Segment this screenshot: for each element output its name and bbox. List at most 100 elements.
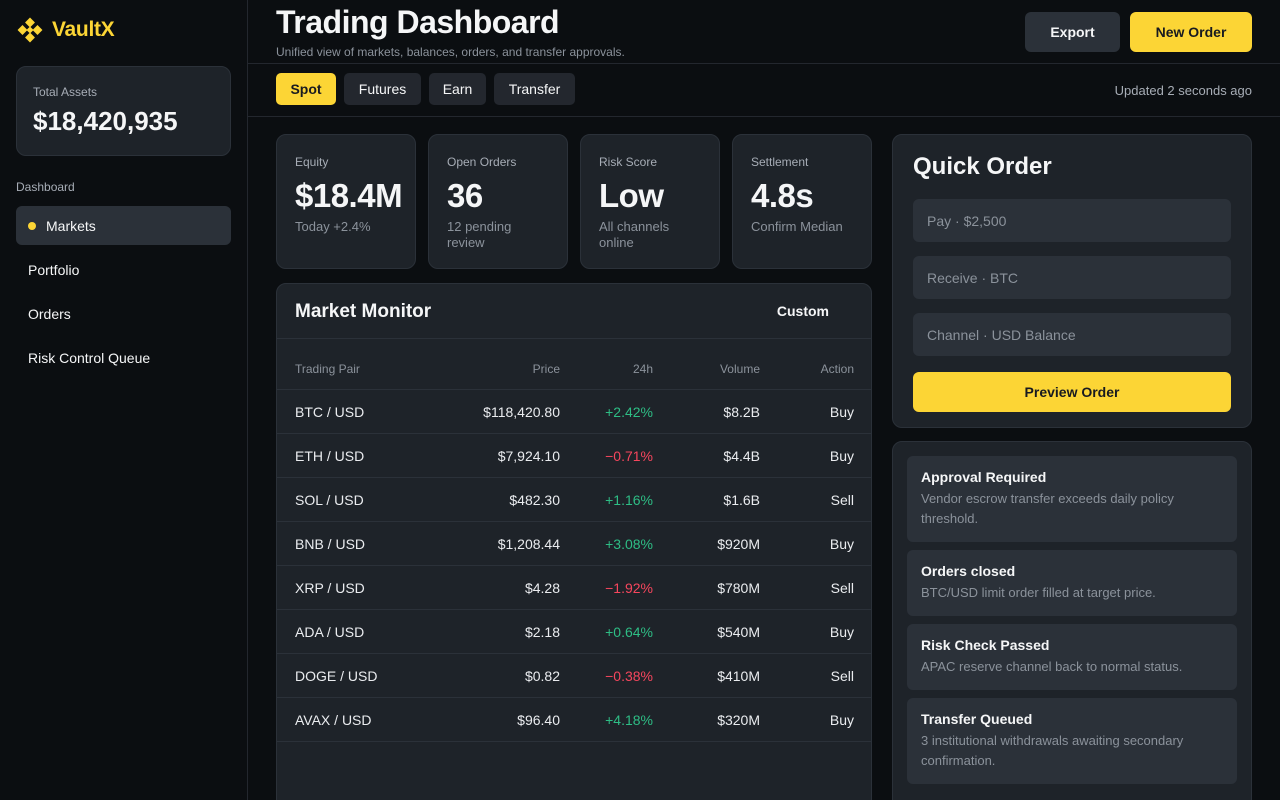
stat-label: Open Orders <box>447 155 517 169</box>
sidebar-item-label: Portfolio <box>28 261 80 278</box>
page-subtitle: Unified view of markets, balances, order… <box>276 45 625 59</box>
export-button[interactable]: Export <box>1025 12 1120 52</box>
table-row[interactable]: BNB / USD $1,208.44 +3.08% $920M Buy <box>277 522 871 566</box>
change-cell: +0.64% <box>605 624 653 640</box>
page-title: Trading Dashboard <box>276 4 560 40</box>
tabs-bar: Spot Futures Earn Transfer Updated 2 sec… <box>248 64 1280 117</box>
brand-name: VaultX <box>52 18 115 41</box>
pair-cell: DOGE / USD <box>295 668 378 684</box>
sidebar-item-label: Orders <box>28 305 71 322</box>
action-button[interactable]: Buy <box>829 624 854 640</box>
notification-item[interactable]: Approval Required Vendor escrow transfer… <box>907 456 1237 542</box>
sidebar-item-markets[interactable]: Markets <box>16 206 231 245</box>
preview-order-button[interactable]: Preview Order <box>913 372 1231 412</box>
table-row[interactable]: DOGE / USD $0.82 −0.38% $410M Sell <box>277 654 871 698</box>
tab-transfer[interactable]: Transfer <box>494 73 575 105</box>
stat-note: Today +2.4% <box>295 219 371 234</box>
column-header-volume[interactable]: Volume <box>719 362 760 376</box>
tab-spot[interactable]: Spot <box>276 73 336 105</box>
volume-cell: $780M <box>717 580 760 596</box>
market-monitor: Market Monitor Custom Trading Pair Price… <box>276 283 872 800</box>
sidebar-item-label: Risk Control Queue <box>28 349 151 366</box>
action-button[interactable]: Sell <box>830 580 854 596</box>
change-cell: −1.92% <box>605 580 653 596</box>
brand[interactable]: VaultX <box>12 0 231 60</box>
table-row[interactable]: ADA / USD $2.18 +0.64% $540M Buy <box>277 610 871 654</box>
sidebar-item-orders[interactable]: Orders <box>16 294 231 333</box>
table-row[interactable]: AVAX / USD $96.40 +4.18% $320M Buy <box>277 698 871 742</box>
tab-futures[interactable]: Futures <box>344 73 421 105</box>
total-assets-label: Total Assets <box>33 85 98 99</box>
pay-amount-input[interactable] <box>913 199 1231 242</box>
notification-item[interactable]: Orders closed BTC/USD limit order filled… <box>907 550 1237 616</box>
stat-label: Risk Score <box>599 155 658 169</box>
notification-item[interactable]: Transfer Queued 3 institutional withdraw… <box>907 698 1237 784</box>
stat-label: Equity <box>295 155 329 169</box>
price-cell: $0.82 <box>524 668 560 684</box>
pair-cell: XRP / USD <box>295 580 365 596</box>
column-header-pair[interactable]: Trading Pair <box>295 362 360 376</box>
quick-order-title: Quick Order <box>913 153 1052 180</box>
table-row[interactable]: BTC / USD $118,420.80 +2.42% $8.2B Buy <box>277 390 871 434</box>
sidebar-nav: Markets Portfolio Orders Risk Control Qu… <box>16 206 231 377</box>
market-rows: BTC / USD $118,420.80 +2.42% $8.2B Buy ETH / … <box>277 390 871 742</box>
table-row[interactable]: ETH / USD $7,924.10 −0.71% $4.4B Buy <box>277 434 871 478</box>
quick-order-panel: Quick Order Preview Order <box>892 134 1252 428</box>
page-header: Trading Dashboard Unified view of market… <box>248 0 1280 64</box>
active-dot-icon <box>28 221 36 230</box>
stat-value: $18.4M <box>295 177 403 214</box>
pair-cell: AVAX / USD <box>295 712 372 728</box>
table-row[interactable]: XRP / USD $4.28 −1.92% $780M Sell <box>277 566 871 610</box>
notification-body: BTC/USD limit order filled at target pri… <box>921 585 1156 600</box>
change-cell: −0.38% <box>605 668 653 684</box>
stat-card-risk-score: Risk Score Low All channels online <box>580 134 720 269</box>
stat-value: 4.8s <box>751 177 814 214</box>
action-button[interactable]: Buy <box>829 448 854 464</box>
vaultx-logo-icon <box>17 17 43 43</box>
notification-title: Risk Check Passed <box>921 637 1050 653</box>
sidebar: VaultX Total Assets $18,420,935 Dashboar… <box>0 0 248 800</box>
price-cell: $7,924.10 <box>497 448 560 464</box>
change-cell: +3.08% <box>605 536 653 552</box>
tab-earn[interactable]: Earn <box>429 73 486 105</box>
volume-cell: $540M <box>717 624 760 640</box>
table-header: Trading Pair Price 24h Volume Action <box>277 339 871 390</box>
sidebar-item-label: Markets <box>46 217 96 234</box>
column-header-price[interactable]: Price <box>532 362 560 376</box>
notification-item[interactable]: Risk Check Passed APAC reserve channel b… <box>907 624 1237 690</box>
price-cell: $482.30 <box>509 492 560 508</box>
channel-input[interactable] <box>913 313 1231 356</box>
stat-value: 36 <box>447 177 483 214</box>
stat-value: Low <box>599 177 664 214</box>
nav-section-label: Dashboard <box>16 180 75 194</box>
action-button[interactable]: Buy <box>829 536 854 552</box>
pair-cell: SOL / USD <box>295 492 364 508</box>
volume-cell: $8.2B <box>723 404 760 420</box>
change-cell: +4.18% <box>605 712 653 728</box>
notification-title: Approval Required <box>921 469 1047 485</box>
receive-asset-input[interactable] <box>913 256 1231 299</box>
action-button[interactable]: Buy <box>829 712 854 728</box>
sidebar-item-risk-control-queue[interactable]: Risk Control Queue <box>16 338 231 377</box>
sidebar-item-portfolio[interactable]: Portfolio <box>16 250 231 289</box>
column-header-change[interactable]: 24h <box>632 362 653 376</box>
total-assets-card: Total Assets $18,420,935 <box>16 66 231 156</box>
market-monitor-title: Market Monitor <box>295 301 432 322</box>
action-button[interactable]: Sell <box>830 668 854 684</box>
stat-label: Settlement <box>751 155 809 169</box>
table-row[interactable]: SOL / USD $482.30 +1.16% $1.6B Sell <box>277 478 871 522</box>
notification-title: Transfer Queued <box>921 711 1033 727</box>
action-button[interactable]: Sell <box>830 492 854 508</box>
pair-cell: BNB / USD <box>295 536 366 552</box>
custom-button[interactable]: Custom <box>776 303 829 319</box>
stat-note: All channels online <box>599 219 670 250</box>
price-cell: $4.28 <box>524 580 560 596</box>
notification-body: APAC reserve channel back to normal stat… <box>921 659 1183 674</box>
new-order-button[interactable]: New Order <box>1130 12 1252 52</box>
notifications-panel: Approval Required Vendor escrow transfer… <box>892 441 1252 800</box>
stat-card-equity: Equity $18.4M Today +2.4% <box>276 134 416 269</box>
volume-cell: $320M <box>717 712 760 728</box>
price-cell: $96.40 <box>517 712 560 728</box>
change-cell: +2.42% <box>605 404 653 420</box>
action-button[interactable]: Buy <box>829 404 854 420</box>
